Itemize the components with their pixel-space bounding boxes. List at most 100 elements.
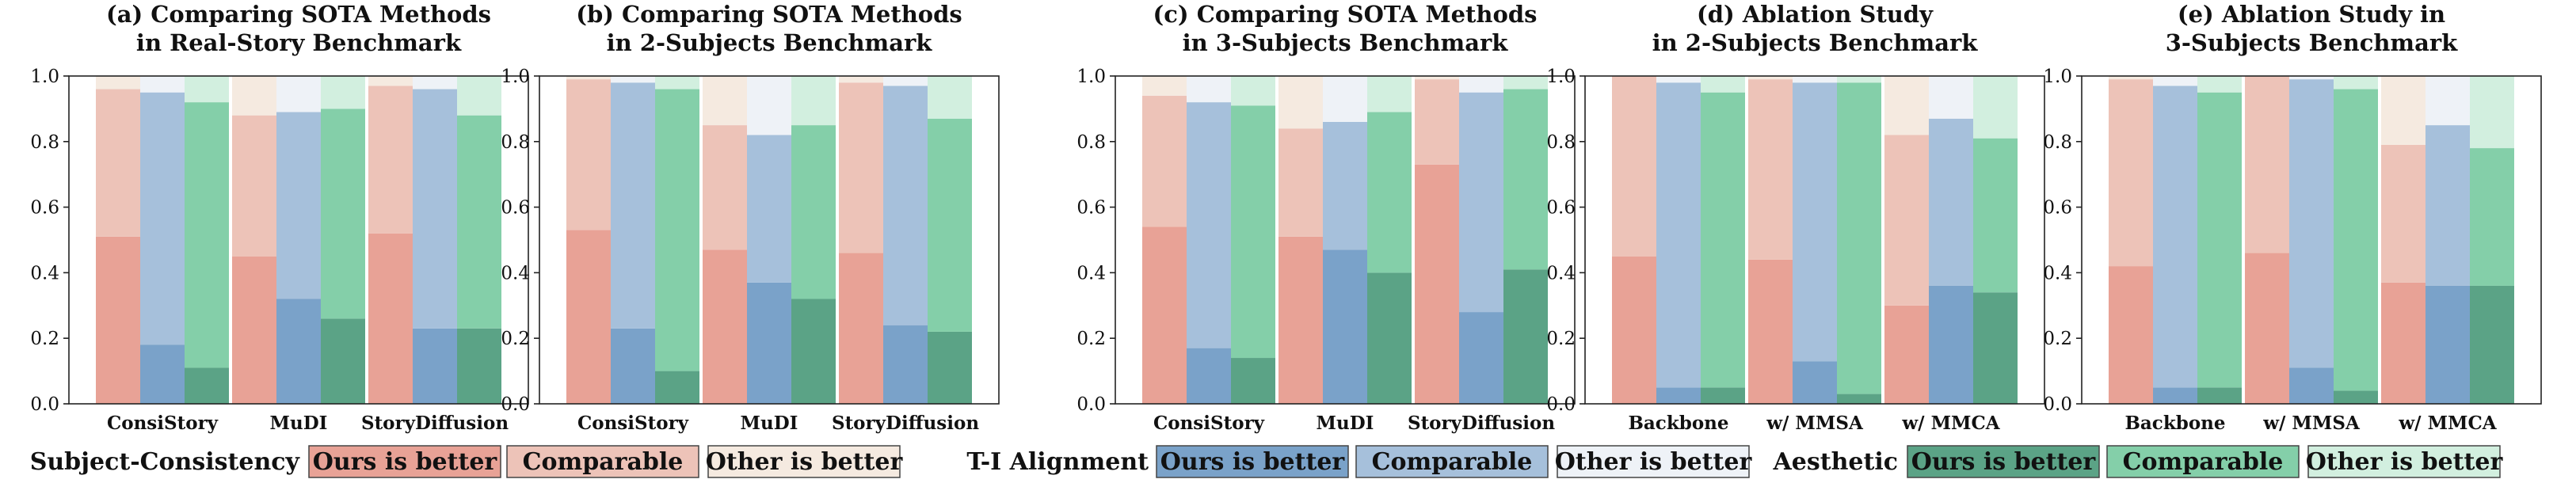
y-tick-label: 1.0: [1077, 67, 1106, 87]
y-tick-label: 1.0: [1546, 67, 1576, 87]
y-tick-label: 0.4: [30, 263, 59, 283]
aesthetic-other-bar: [321, 76, 365, 109]
alignment-ours-bar: [140, 344, 185, 404]
subject-other-bar: [368, 76, 413, 86]
x-tick-label: ConsiStory: [107, 413, 219, 434]
aesthetic-other-bar: [1701, 76, 1745, 93]
legend-title: T-I Alignment: [966, 448, 1149, 476]
y-tick-label: 0.2: [30, 329, 59, 349]
alignment-other-bar: [747, 76, 791, 135]
alignment-comparable-bar: [1323, 121, 1367, 250]
aesthetic-other-bar: [791, 76, 836, 126]
aesthetic-comparable-bar: [1367, 112, 1412, 273]
y-tick-label: 0.8: [2043, 132, 2072, 153]
y-tick-label: 0.0: [2043, 394, 2072, 415]
aesthetic-ours-bar: [2197, 387, 2242, 404]
alignment-comparable-bar: [1459, 92, 1503, 313]
legend-item-label: Ours is better: [1911, 448, 2097, 476]
alignment-other-bar: [1459, 76, 1503, 93]
subject-comparable-bar: [1142, 95, 1187, 227]
x-tick-label: Backbone: [2124, 413, 2225, 434]
panel-title-line: (a) Comparing SOTA Methods: [106, 1, 491, 28]
aesthetic-other-bar: [1367, 76, 1412, 112]
subject-comparable-bar: [2245, 76, 2289, 253]
panel-title-line: (c) Comparing SOTA Methods: [1153, 1, 1538, 28]
aesthetic-other-bar: [2197, 76, 2242, 93]
aesthetic-other-bar: [928, 76, 972, 119]
x-tick-label: w/ MMCA: [2398, 413, 2497, 434]
aesthetic-ours-bar: [655, 371, 699, 404]
aesthetic-comparable-bar: [655, 89, 699, 371]
x-tick-label: w/ MMSA: [2262, 413, 2361, 434]
y-tick-label: 0.8: [1077, 132, 1106, 153]
alignment-ours-bar: [1187, 348, 1231, 404]
subject-ours-bar: [1612, 256, 1656, 404]
subject-ours-bar: [1748, 259, 1793, 404]
legend-item-label: Ours is better: [313, 448, 498, 476]
alignment-other-bar: [883, 76, 928, 86]
subject-other-bar: [1278, 76, 1323, 129]
x-tick-label: Backbone: [1628, 413, 1728, 434]
legend-swatch: [506, 445, 699, 478]
alignment-other-bar: [140, 76, 185, 93]
aesthetic-comparable-bar: [2334, 89, 2378, 391]
subject-ours-bar: [1278, 236, 1323, 404]
alignment-other-bar: [1929, 76, 1973, 119]
aesthetic-other-bar: [457, 76, 501, 116]
alignment-other-bar: [2153, 76, 2197, 86]
subject-other-bar: [1748, 76, 1793, 80]
legend-swatch: [1907, 445, 2100, 478]
y-tick-label: 0.0: [501, 394, 530, 415]
panel-title-line: 3-Subjects Benchmark: [2166, 29, 2458, 56]
y-tick-label: 0.8: [1546, 132, 1576, 153]
y-tick-label: 0.4: [1546, 263, 1576, 283]
alignment-comparable-bar: [276, 112, 321, 299]
alignment-other-bar: [611, 76, 655, 83]
alignment-other-bar: [1323, 76, 1367, 122]
y-tick-label: 0.4: [2043, 263, 2072, 283]
aesthetic-other-bar: [185, 76, 229, 103]
aesthetic-ours-bar: [185, 367, 229, 404]
subject-comparable-bar: [2381, 144, 2425, 283]
subject-other-bar: [96, 76, 140, 89]
aesthetic-comparable-bar: [1503, 89, 1548, 270]
legend-item-label: Comparable: [1372, 448, 1533, 476]
alignment-other-bar: [276, 76, 321, 112]
panel-title-line: in Real-Story Benchmark: [136, 29, 462, 56]
legend-item-label: Other is better: [2306, 448, 2504, 476]
x-tick-label: w/ MMSA: [1766, 413, 1864, 434]
legend-item-label: Comparable: [2123, 448, 2284, 476]
aesthetic-comparable-bar: [2197, 92, 2242, 388]
alignment-comparable-bar: [1793, 82, 1837, 362]
x-tick-label: StoryDiffusion: [1408, 413, 1555, 434]
alignment-comparable-bar: [1187, 102, 1231, 348]
subject-comparable-bar: [566, 79, 611, 230]
x-tick-label: MuDI: [270, 413, 328, 434]
aesthetic-ours-bar: [457, 328, 501, 404]
subject-other-bar: [1884, 76, 1929, 135]
subject-ours-bar: [232, 256, 276, 404]
panel-title-line: in 2-Subjects Benchmark: [1652, 29, 1979, 56]
panel-title-line: in 2-Subjects Benchmark: [607, 29, 933, 56]
alignment-ours-bar: [413, 328, 457, 404]
alignment-other-bar: [1656, 76, 1701, 83]
subject-ours-bar: [96, 236, 140, 404]
aesthetic-ours-bar: [1973, 292, 2018, 404]
alignment-comparable-bar: [1656, 82, 1701, 388]
subject-ours-bar: [566, 230, 611, 404]
alignment-comparable-bar: [140, 92, 185, 345]
aesthetic-ours-bar: [928, 331, 972, 404]
subject-other-bar: [566, 76, 611, 80]
alignment-other-bar: [2289, 76, 2334, 80]
subject-other-bar: [1142, 76, 1187, 96]
subject-ours-bar: [839, 253, 883, 404]
aesthetic-ours-bar: [1231, 358, 1275, 404]
alignment-comparable-bar: [2425, 125, 2470, 286]
alignment-ours-bar: [611, 328, 655, 404]
legend-swatch: [707, 445, 901, 478]
legend-swatch: [1355, 445, 1549, 478]
alignment-ours-bar: [276, 299, 321, 404]
aesthetic-other-bar: [1231, 76, 1275, 106]
subject-comparable-bar: [2109, 79, 2153, 267]
y-tick-label: 0.6: [2043, 198, 2072, 219]
